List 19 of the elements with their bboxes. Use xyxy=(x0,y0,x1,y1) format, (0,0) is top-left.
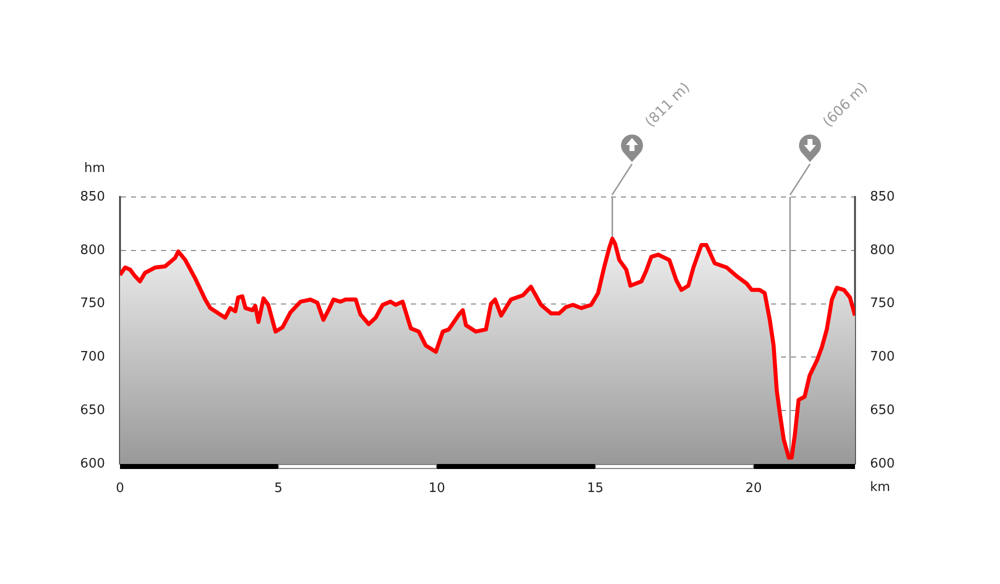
y-tick-label: 600 xyxy=(80,456,105,472)
x-tick-label: 10 xyxy=(428,481,446,496)
y-tick-label: 650 xyxy=(80,402,105,418)
x-tick-label: 5 xyxy=(274,481,283,496)
y2-tick-label: 850 xyxy=(870,189,895,204)
y2-tick-label: 800 xyxy=(870,242,895,258)
y2-tick-label: 750 xyxy=(870,296,895,312)
y-tick-label: 850 xyxy=(80,189,105,204)
y-axis-title: hm xyxy=(84,160,105,176)
y2-tick-label: 650 xyxy=(870,402,895,418)
x-tick-label: 15 xyxy=(586,481,604,496)
x-tick-label: 0 xyxy=(116,481,124,496)
x-tick-label: 20 xyxy=(745,481,762,496)
y2-tick-label: 700 xyxy=(870,350,895,365)
x-axis-title: km xyxy=(870,480,890,495)
y2-tick-label: 600 xyxy=(870,456,895,472)
y-tick-label: 700 xyxy=(80,350,105,365)
y-tick-label: 750 xyxy=(80,296,105,312)
y-tick-label: 800 xyxy=(80,242,105,258)
